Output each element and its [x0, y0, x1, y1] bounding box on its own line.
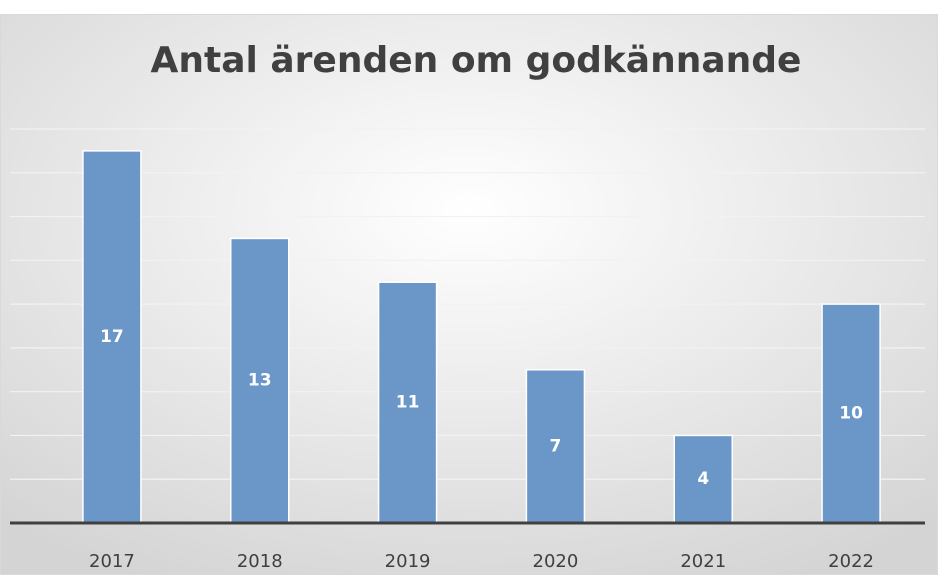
- value-label: 7: [549, 436, 561, 456]
- x-tick-label: 2019: [385, 551, 431, 572]
- bar: [673, 434, 733, 524]
- bar: [525, 369, 586, 524]
- bar: [377, 281, 438, 524]
- value-label: 17: [100, 327, 124, 347]
- x-tick-label: 2021: [680, 551, 726, 572]
- bar: [821, 303, 881, 524]
- chart-background: [0, 14, 938, 575]
- x-tick-label: 2017: [89, 551, 135, 572]
- value-label: 11: [396, 393, 420, 413]
- x-tick-label: 2020: [533, 551, 579, 572]
- x-tick-label: 2022: [828, 551, 874, 572]
- bar: [82, 150, 142, 524]
- value-label: 4: [697, 469, 709, 489]
- value-label: 13: [248, 371, 272, 391]
- value-label: 10: [839, 404, 863, 424]
- x-tick-label: 2018: [237, 551, 283, 572]
- chart-title: Antal ärenden om godkännande: [151, 40, 802, 81]
